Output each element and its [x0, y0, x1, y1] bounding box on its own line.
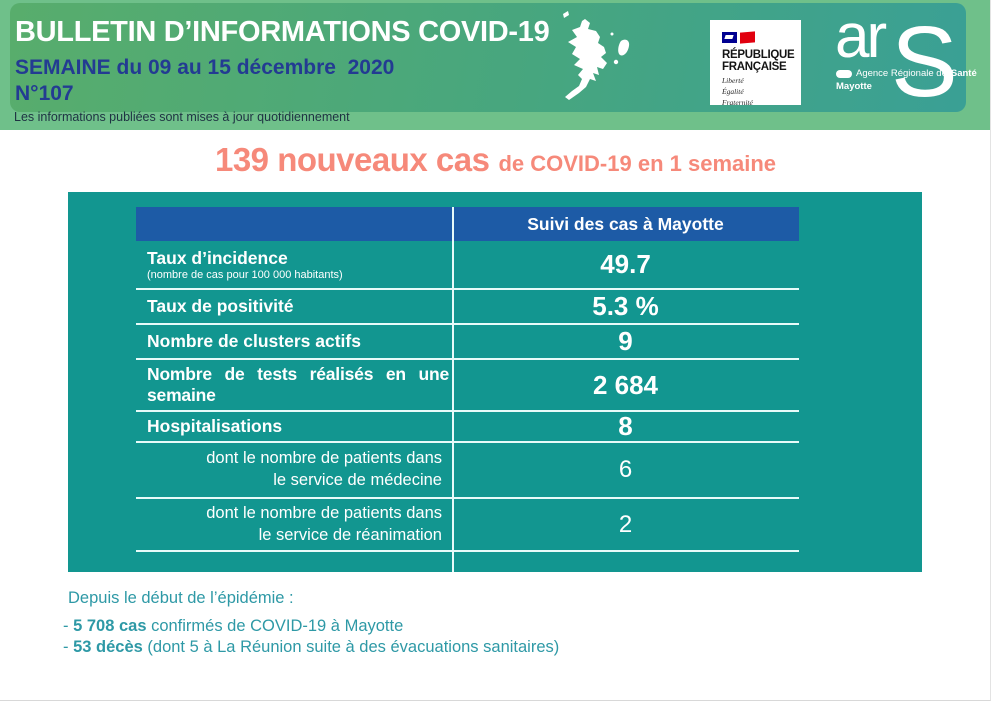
row-label-line1: dont le nombre de patients dans — [206, 449, 442, 468]
table-row: Nombre de clusters actifs 9 — [136, 325, 799, 360]
column-header: Suivi des cas à Mayotte — [527, 213, 724, 234]
table-row: Nombre de tests réalisés en une semaine … — [136, 360, 799, 412]
item-bold: 53 décès — [73, 638, 143, 656]
row-value: 2 — [618, 510, 633, 538]
column-divider — [452, 207, 454, 572]
row-label: Taux de positivité — [147, 296, 294, 317]
row-label: Hospitalisations — [147, 416, 283, 437]
republique-wordmark: RÉPUBLIQUE FRANÇAISE — [722, 49, 795, 74]
item-bold: 5 708 cas — [73, 617, 147, 635]
flag-blue-block — [722, 32, 737, 43]
headline-context: de COVID-19 en 1 semaine — [498, 151, 777, 176]
table-header-row: Suivi des cas à Mayotte — [136, 207, 799, 241]
motto-egalite: Égalité — [722, 86, 744, 96]
row-sublabel: (nombre de cas pour 100 000 habitants) — [147, 268, 343, 281]
week-subtitle: SEMAINE du 09 au 15 décembre 2020 — [15, 56, 395, 79]
row-label-cell: Taux de positivité — [136, 290, 452, 323]
row-value: 8 — [618, 411, 633, 441]
ars-pill-icon — [836, 69, 852, 78]
republique-francaise-logo: RÉPUBLIQUE FRANÇAISE Liberté Égalité Fra… — [710, 20, 801, 107]
epidemic-summary-item: - 5 708 cas confirmés de COVID-19 à Mayo… — [63, 617, 403, 636]
item-dash: - — [63, 617, 74, 635]
headline-count: 139 nouveaux cas — [214, 141, 490, 178]
row-label: Nombre de tests réalisés en une semaine — [147, 364, 449, 405]
header-panel: BULLETIN D’INFORMATIONS COVID-19 SEMAINE… — [10, 3, 977, 112]
ars-logo: ar S Agence Régionale de Santé Mayotte — [833, 6, 977, 118]
epidemic-summary-item: - 53 décès (dont 5 à La Réunion suite à … — [63, 638, 559, 657]
ars-wordmark-s: S — [891, 6, 958, 118]
row-value: 5.3 % — [592, 291, 659, 321]
table-row: Taux de positivité 5.3 % — [136, 290, 799, 325]
ars-agency-line: Agence Régionale de Santé — [836, 68, 977, 79]
item-rest: confirmés de COVID-19 à Mayotte — [146, 617, 404, 635]
table-row: Hospitalisations 8 — [136, 411, 799, 443]
update-note: Les informations publiées sont mises à j… — [14, 110, 350, 124]
header-band: BULLETIN D’INFORMATIONS COVID-19 SEMAINE… — [0, 0, 990, 130]
row-label-cell: dont le nombre de patients dans le servi… — [136, 443, 452, 497]
row-label-line2: le service de médecine — [273, 471, 442, 489]
row-label-line1: dont le nombre de patients dans — [206, 503, 442, 522]
flag-red-block — [740, 31, 755, 44]
row-label-cell: Nombre de clusters actifs — [136, 325, 452, 358]
item-rest: (dont 5 à La Réunion suite à des évacuat… — [142, 638, 560, 656]
bulletin-title: BULLETIN D’INFORMATIONS COVID-19 — [15, 16, 550, 48]
row-value: 9 — [618, 326, 633, 356]
ars-agency-text: Agence Régionale de — [856, 68, 947, 79]
row-label-line2: le service de réanimation — [258, 525, 442, 544]
republique-line1: RÉPUBLIQUE — [722, 49, 795, 61]
headline: 139 nouveaux cas de COVID-19 en 1 semaine — [0, 141, 990, 179]
row-label: Nombre de clusters actifs — [147, 331, 361, 352]
row-label-cell: dont le nombre de patients dans le servi… — [136, 499, 452, 550]
row-label-cell: Hospitalisations — [136, 412, 452, 441]
french-flag-icon — [722, 31, 755, 44]
row-label: Taux d’incidence — [147, 248, 288, 269]
row-value: 6 — [618, 456, 633, 483]
table-row: Taux d’incidence (nombre de cas pour 100… — [136, 241, 799, 290]
row-label-cell: Taux d’incidence (nombre de cas pour 100… — [136, 241, 452, 288]
motto-fraternite: Fraternité — [722, 97, 753, 107]
ars-wordmark-ar: ar — [835, 2, 887, 71]
issue-number: N°107 — [15, 82, 74, 105]
row-value: 49.7 — [600, 249, 651, 279]
republique-line2: FRANÇAISE — [722, 61, 787, 74]
row-value: 2 684 — [592, 369, 659, 400]
stats-table: Suivi des cas à Mayotte Taux d’incidence… — [136, 207, 799, 552]
republique-motto: Liberté Égalité Fraternité — [722, 76, 753, 109]
header-empty-cell — [136, 207, 452, 241]
table-row: dont le nombre de patients dans le servi… — [136, 443, 799, 499]
item-dash: - — [63, 638, 74, 656]
ars-agency-bold-text: Santé — [950, 68, 977, 79]
table-row: dont le nombre de patients dans le servi… — [136, 499, 799, 552]
epidemic-summary-intro: Depuis le début de l’épidémie : — [68, 589, 294, 607]
motto-liberte: Liberté — [722, 76, 744, 85]
row-label-cell: Nombre de tests réalisés en une semaine — [136, 360, 452, 410]
mayotte-island-icon — [563, 11, 630, 100]
ars-region-label: Mayotte — [836, 81, 872, 92]
stats-panel: Suivi des cas à Mayotte Taux d’incidence… — [68, 192, 922, 572]
